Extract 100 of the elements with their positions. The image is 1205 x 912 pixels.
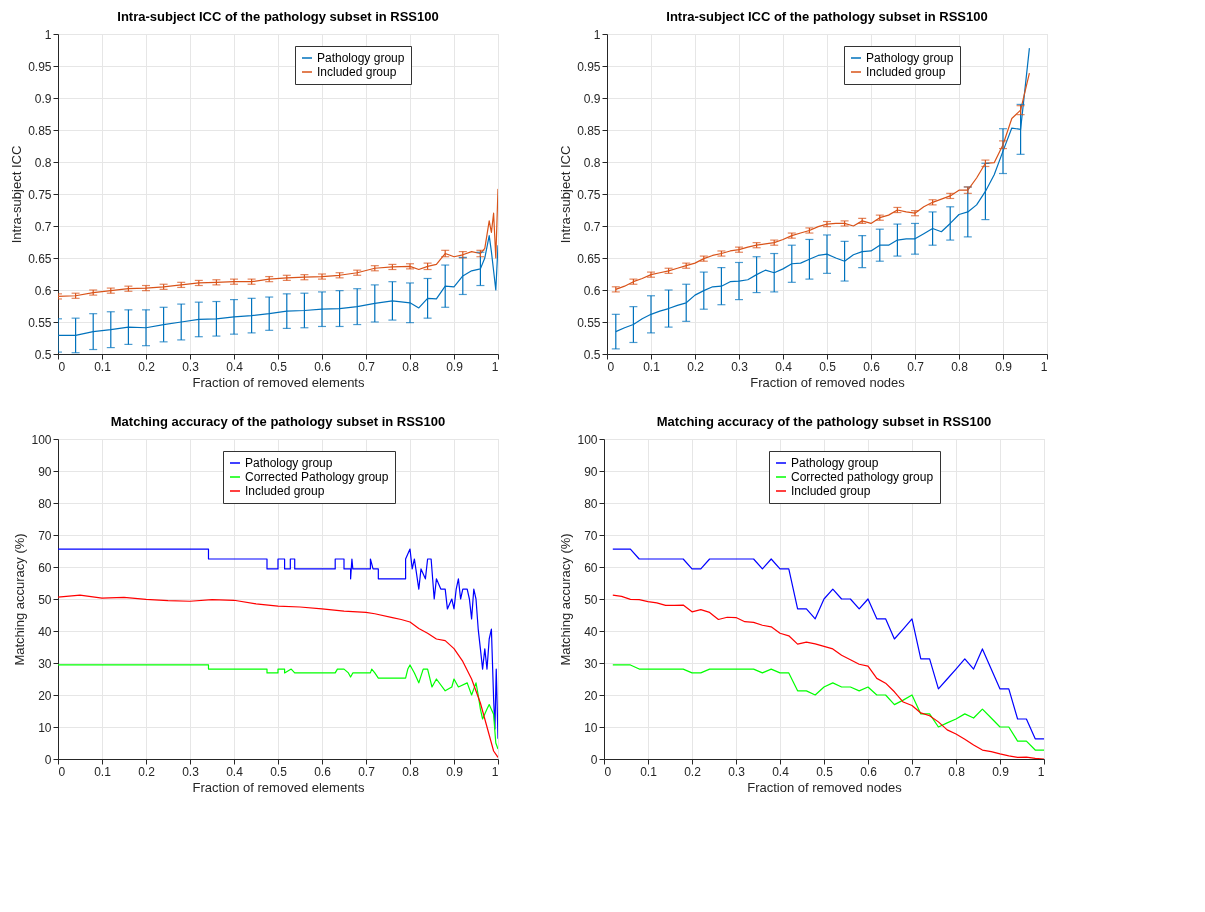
y-tick-label: 0.85	[577, 123, 601, 138]
x-tick-label: 0.6	[863, 359, 881, 374]
x-tick-label: 0.6	[860, 764, 878, 779]
legend-label: Included group	[866, 65, 946, 79]
x-tick-label: 1	[491, 359, 499, 374]
x-tick-label: 0.3	[731, 359, 749, 374]
y-tick-label: 0.65	[577, 251, 601, 266]
line-series	[58, 548, 498, 740]
x-tick-label: 0.4	[226, 359, 244, 374]
x-tick-label: 0.1	[94, 359, 112, 374]
x-tick-label: 0.7	[358, 359, 376, 374]
x-axis-title: Fraction of removed nodes	[750, 374, 906, 390]
x-tick-label: 0.3	[182, 764, 200, 779]
x-tick-label: 0.3	[182, 359, 200, 374]
y-tick-label: 0	[44, 752, 52, 767]
x-tick-label: 0.2	[687, 359, 705, 374]
chart-title: Matching accuracy of the pathology subset in RSS100	[656, 414, 992, 429]
x-tick-label: 0.4	[772, 764, 790, 779]
y-tick-label: 70	[38, 528, 52, 543]
x-tick-label: 0.7	[358, 764, 376, 779]
legend-label: Included group	[791, 484, 871, 498]
x-tick-label: 0.7	[907, 359, 925, 374]
x-tick-label: 0	[604, 764, 612, 779]
legend-label: Included group	[317, 65, 397, 79]
x-tick-label: 0.7	[904, 764, 922, 779]
line-series	[612, 664, 1044, 751]
x-axis-title: Fraction of removed elements	[192, 779, 365, 795]
line-series	[612, 594, 1044, 759]
x-tick-label: 0.9	[992, 764, 1010, 779]
x-tick-label: 0.1	[643, 359, 661, 374]
y-tick-label: 70	[584, 528, 598, 543]
y-axis-title: Intra-subject ICC	[558, 145, 574, 244]
x-tick-label: 1	[1040, 359, 1048, 374]
y-tick-label: 10	[584, 720, 598, 735]
x-tick-label: 0.5	[270, 764, 288, 779]
y-tick-label: 100	[577, 432, 598, 447]
x-tick-label: 0.2	[138, 359, 156, 374]
x-tick-label: 0	[607, 359, 615, 374]
y-tick-label: 0.85	[28, 123, 52, 138]
legend-label: Pathology group	[791, 456, 879, 470]
y-tick-label: 0.6	[34, 283, 52, 298]
y-tick-label: 30	[38, 656, 52, 671]
x-tick-label: 0.4	[775, 359, 793, 374]
y-tick-label: 40	[584, 624, 598, 639]
y-tick-label: 0	[590, 752, 598, 767]
y-tick-label: 40	[38, 624, 52, 639]
y-tick-label: 50	[584, 592, 598, 607]
x-tick-label: 0.8	[402, 359, 420, 374]
y-tick-label: 0.7	[34, 219, 52, 234]
x-tick-label: 0.8	[951, 359, 969, 374]
x-tick-label: 0.9	[446, 359, 464, 374]
y-tick-label: 30	[584, 656, 598, 671]
x-tick-label: 1	[1037, 764, 1045, 779]
y-tick-label: 0.5	[34, 347, 52, 362]
y-tick-label: 0.8	[583, 155, 601, 170]
y-tick-label: 100	[31, 432, 52, 447]
y-tick-label: 60	[38, 560, 52, 575]
y-tick-label: 0.5	[583, 347, 601, 362]
x-tick-label: 0	[58, 764, 66, 779]
y-tick-label: 0.95	[28, 59, 52, 74]
chart-title: Intra-subject ICC of the pathology subset in RSS100	[666, 9, 988, 24]
x-tick-label: 0.1	[640, 764, 658, 779]
x-tick-label: 0.9	[446, 764, 464, 779]
y-tick-label: 90	[584, 464, 598, 479]
y-tick-label: 90	[38, 464, 52, 479]
x-tick-label: 0.8	[948, 764, 966, 779]
x-tick-label: 0.5	[270, 359, 288, 374]
x-tick-label: 0	[58, 359, 66, 374]
x-axis-title: Fraction of removed elements	[192, 374, 365, 390]
chart-title: Matching accuracy of the pathology subset in RSS100	[110, 414, 446, 429]
y-tick-label: 0.9	[583, 91, 601, 106]
x-tick-label: 0.8	[402, 764, 420, 779]
x-tick-label: 0.1	[94, 764, 112, 779]
x-tick-label: 0.5	[819, 359, 837, 374]
legend-label: Pathology group	[245, 456, 333, 470]
legend-label: Pathology group	[866, 51, 954, 65]
y-tick-label: 10	[38, 720, 52, 735]
y-tick-label: 20	[584, 688, 598, 703]
x-tick-label: 0.9	[995, 359, 1013, 374]
x-tick-label: 0.3	[728, 764, 746, 779]
y-tick-label: 0.75	[577, 187, 601, 202]
y-tick-label: 1	[593, 27, 601, 42]
y-tick-label: 80	[38, 496, 52, 511]
legend-label: Corrected pathology group	[791, 470, 934, 484]
x-axis-title: Fraction of removed nodes	[747, 779, 903, 795]
legend-label: Pathology group	[317, 51, 405, 65]
line-series	[58, 664, 498, 750]
x-tick-label: 0.6	[314, 764, 332, 779]
legend-label: Corrected Pathology group	[245, 470, 389, 484]
x-tick-label: 0.2	[684, 764, 702, 779]
y-axis-title: Matching accuracy (%)	[558, 533, 574, 666]
y-tick-label: 0.75	[28, 187, 52, 202]
y-tick-label: 0.7	[583, 219, 601, 234]
y-tick-label: 20	[38, 688, 52, 703]
x-tick-label: 1	[491, 764, 499, 779]
x-tick-label: 0.2	[138, 764, 156, 779]
y-axis-title: Intra-subject ICC	[9, 145, 25, 244]
y-tick-label: 0.8	[34, 155, 52, 170]
y-tick-label: 0.6	[583, 283, 601, 298]
x-tick-label: 0.4	[226, 764, 244, 779]
